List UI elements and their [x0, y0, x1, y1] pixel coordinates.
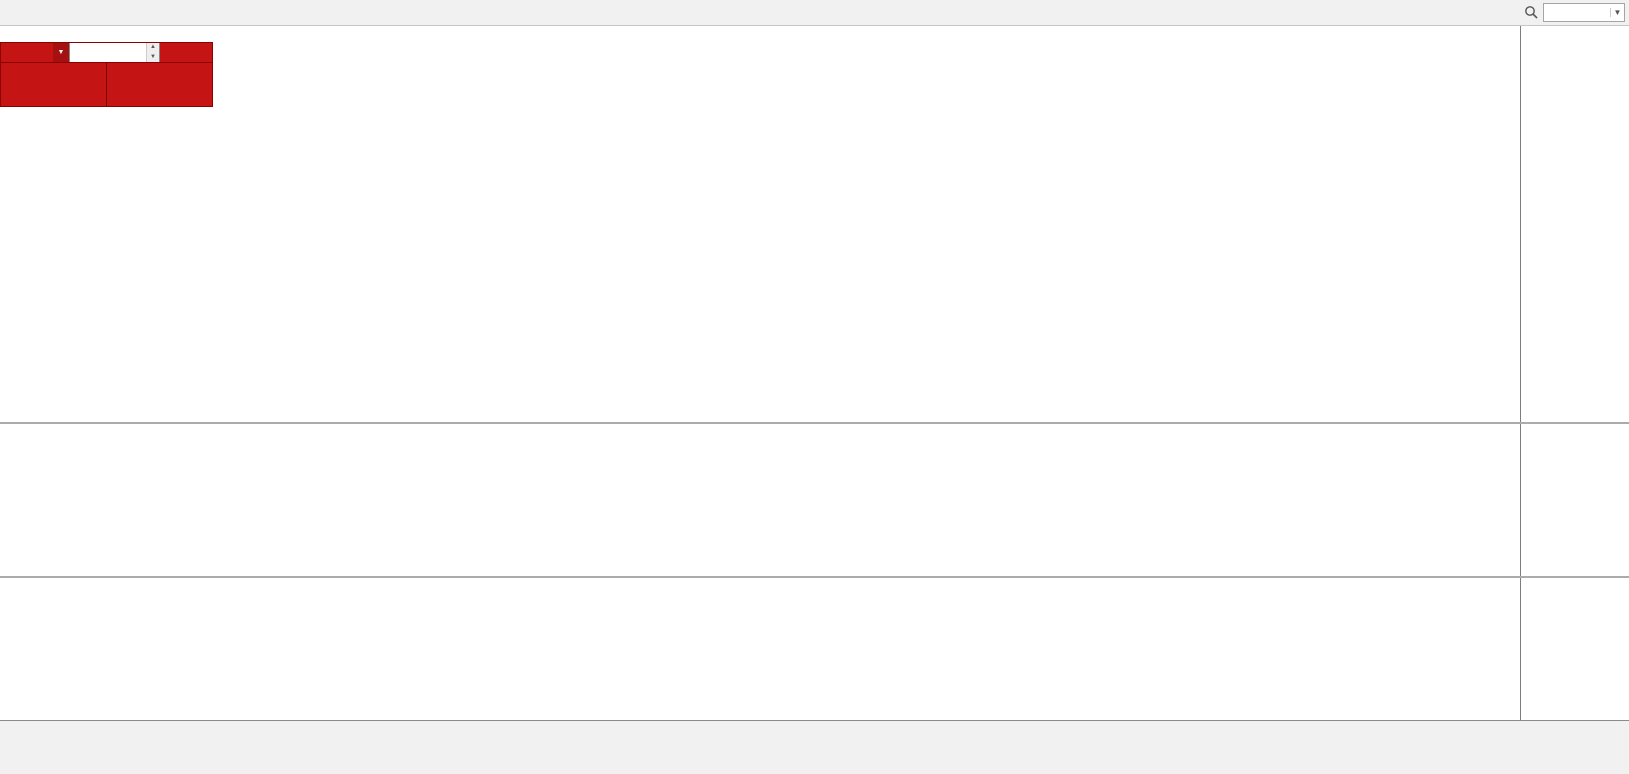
price-axis: [1521, 26, 1628, 422]
search-dropdown-caret[interactable]: ▼: [1610, 8, 1624, 17]
macd-axis: [1521, 424, 1628, 576]
panel-splitter[interactable]: [0, 422, 1629, 424]
buy-price-display[interactable]: [106, 63, 212, 106]
time-axis: [0, 720, 1629, 742]
buy-button[interactable]: [160, 43, 212, 62]
bottom-strip: [0, 742, 1629, 774]
volume-spinner: ▲ ▼: [146, 43, 159, 62]
volume-input[interactable]: [70, 43, 146, 62]
macd-plot[interactable]: [0, 424, 1521, 576]
volume-up-button[interactable]: ▲: [147, 43, 159, 53]
rsi-plot[interactable]: [0, 578, 1521, 720]
main-chart-svg: [0, 26, 1521, 422]
macd-svg: [0, 424, 1521, 576]
volume-down-button[interactable]: ▼: [147, 52, 159, 62]
rsi-panel: [0, 578, 1629, 720]
search-input[interactable]: [1544, 4, 1610, 21]
rsi-svg: [0, 578, 1521, 720]
rsi-axis: [1521, 578, 1628, 720]
search-icon[interactable]: [1524, 5, 1539, 20]
toolbar-search-area: ▼: [1524, 3, 1625, 22]
one-click-trading-panel: ▼ ▲ ▼: [0, 42, 213, 107]
sell-button[interactable]: [1, 43, 53, 62]
volume-input-wrap: ▲ ▼: [69, 43, 160, 62]
sell-price-display[interactable]: [1, 63, 106, 106]
main-chart-plot[interactable]: ▼ ▲ ▼: [0, 26, 1521, 422]
main-chart-panel: ▼ ▲ ▼: [0, 26, 1629, 422]
macd-panel: [0, 424, 1629, 576]
toolbar: ▼: [0, 0, 1629, 26]
volume-dropdown-caret[interactable]: ▼: [53, 43, 69, 62]
panel-splitter[interactable]: [0, 576, 1629, 578]
